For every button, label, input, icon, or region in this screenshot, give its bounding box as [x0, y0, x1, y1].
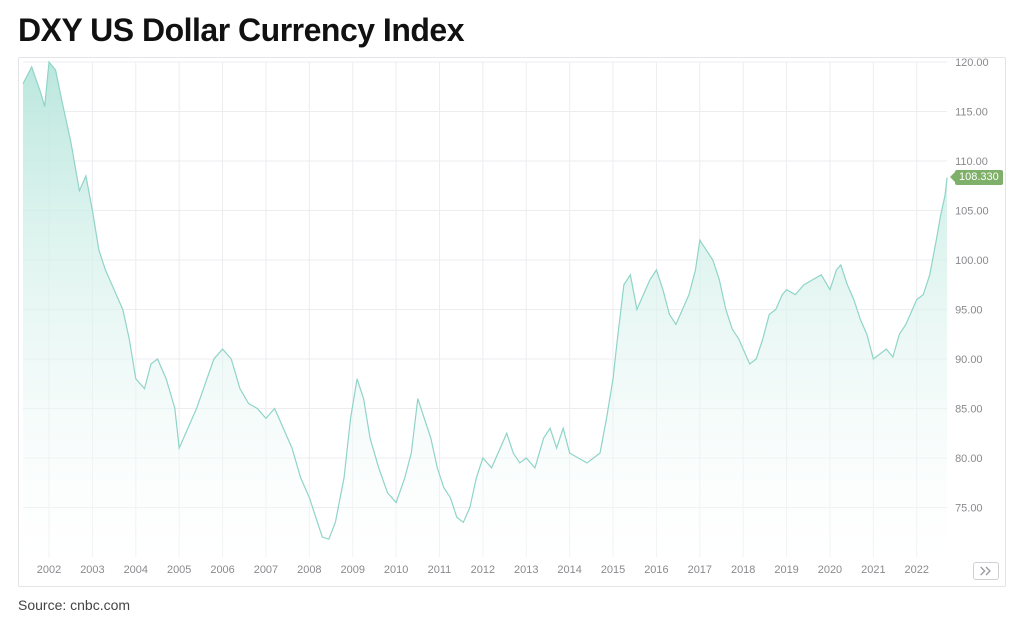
last-value-badge: 108.330 — [955, 170, 1003, 185]
svg-text:2016: 2016 — [644, 564, 668, 576]
svg-text:2013: 2013 — [514, 564, 538, 576]
svg-text:2009: 2009 — [341, 564, 365, 576]
svg-text:2021: 2021 — [861, 564, 885, 576]
last-value-text: 108.330 — [959, 171, 999, 183]
svg-text:105.00: 105.00 — [955, 205, 989, 217]
dxy-area-chart: 75.00 80.00 85.00 90.00 95.00 100.00 105.00 110… — [18, 57, 1006, 587]
page-title: DXY US Dollar Currency Index — [18, 12, 1006, 49]
svg-text:2008: 2008 — [297, 564, 321, 576]
svg-text:90.00: 90.00 — [955, 354, 982, 366]
svg-text:2012: 2012 — [471, 564, 495, 576]
svg-text:2002: 2002 — [37, 564, 61, 576]
svg-text:85.00: 85.00 — [955, 403, 982, 415]
scroll-right-icon[interactable] — [973, 562, 999, 580]
svg-text:2006: 2006 — [210, 564, 234, 576]
svg-text:2005: 2005 — [167, 564, 191, 576]
svg-text:2020: 2020 — [818, 564, 842, 576]
svg-text:2019: 2019 — [774, 564, 798, 576]
svg-text:2015: 2015 — [601, 564, 625, 576]
svg-text:2004: 2004 — [124, 564, 148, 576]
source-label: Source: cnbc.com — [18, 597, 1006, 613]
chart-svg: 75.00 80.00 85.00 90.00 95.00 100.00 105.00 110… — [19, 58, 1005, 587]
svg-text:2018: 2018 — [731, 564, 755, 576]
svg-text:2003: 2003 — [80, 564, 104, 576]
svg-text:115.00: 115.00 — [955, 106, 988, 118]
svg-text:100.00: 100.00 — [955, 255, 989, 267]
svg-text:2017: 2017 — [688, 564, 712, 576]
svg-text:95.00: 95.00 — [955, 304, 982, 316]
svg-text:2010: 2010 — [384, 564, 408, 576]
svg-text:2022: 2022 — [905, 564, 929, 576]
svg-text:75.00: 75.00 — [955, 502, 982, 514]
svg-text:80.00: 80.00 — [955, 453, 982, 465]
svg-text:2007: 2007 — [254, 564, 278, 576]
svg-text:2014: 2014 — [557, 564, 581, 576]
svg-text:120.00: 120.00 — [955, 58, 989, 69]
svg-text:110.00: 110.00 — [955, 156, 988, 168]
svg-text:2011: 2011 — [428, 564, 452, 576]
